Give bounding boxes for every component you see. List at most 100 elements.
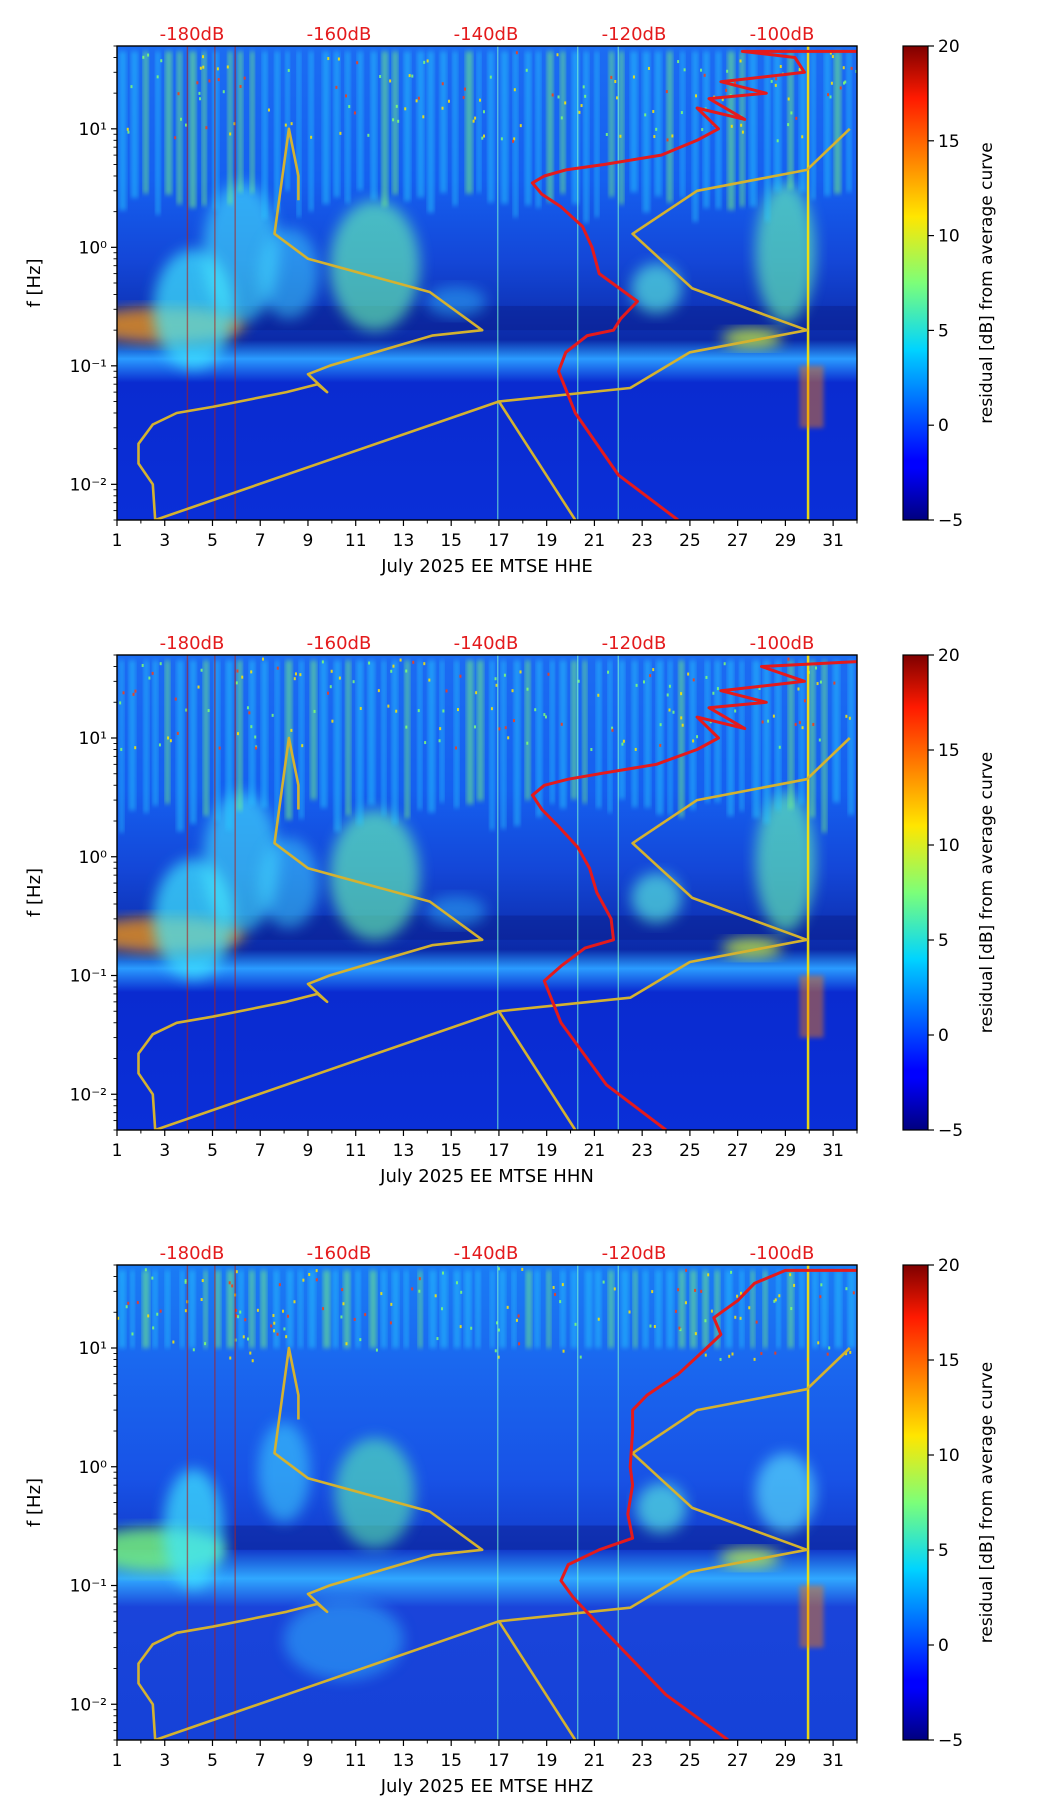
heatmap-hotspot — [392, 664, 395, 668]
heatmap-hotspot — [293, 677, 296, 681]
heatmap-hotspot — [850, 66, 853, 70]
heatmap-hotspot — [700, 1289, 703, 1293]
heatmap-hotspot — [185, 708, 188, 712]
heatmap-streak — [582, 660, 587, 804]
y-tick-label: 10⁻¹ — [70, 357, 107, 377]
heatmap-streak — [404, 660, 410, 819]
heatmap-hotspot — [441, 82, 444, 86]
heatmap-hotspot — [408, 74, 411, 78]
heatmap-streak — [323, 1270, 331, 1349]
heatmap-streak — [212, 51, 219, 210]
heatmap-streak — [570, 1270, 578, 1349]
heatmap-streak — [490, 1270, 495, 1349]
heatmap-streak — [225, 660, 233, 831]
heatmap-hotspot — [243, 76, 246, 80]
heatmap-hotspot — [284, 123, 287, 127]
heatmap-hotspot — [521, 1267, 524, 1271]
heatmap-hotspot — [348, 105, 351, 109]
heatmap-hotspot — [132, 692, 135, 696]
heatmap-hotspot — [434, 1294, 437, 1298]
heatmap-hotspot — [740, 1291, 743, 1295]
heatmap-hotspot — [739, 59, 742, 63]
heatmap-hotspot — [353, 1317, 356, 1321]
heatmap-streak — [381, 660, 387, 817]
heatmap-streak — [848, 1270, 855, 1349]
heatmap-hotspot — [790, 111, 793, 115]
heatmap-hotspot — [512, 719, 515, 723]
heatmap-hotspot — [167, 736, 170, 740]
heatmap-hotspot — [605, 133, 608, 137]
colorbar-tick-label: 10 — [938, 1446, 960, 1466]
heatmap-streak — [633, 1270, 638, 1349]
heatmap-streak — [821, 1270, 828, 1349]
heatmap-hotspot — [282, 1309, 285, 1313]
heatmap-hotspot — [117, 1316, 120, 1320]
x-tick-label: 1 — [112, 531, 123, 551]
heatmap-hotspot — [216, 67, 219, 71]
x-tick-label: 23 — [631, 531, 653, 551]
heatmap-hotspot — [204, 1342, 207, 1346]
heatmap-streak — [788, 660, 794, 810]
heatmap-hotspot — [267, 108, 270, 112]
heatmap-hotspot — [169, 739, 172, 743]
heatmap-hotspot — [174, 136, 177, 140]
x-tick-label: 25 — [679, 531, 701, 551]
heatmap-streak — [227, 51, 233, 205]
heatmap-streak — [285, 51, 290, 191]
heatmap-hotspot — [177, 92, 180, 96]
heatmap-streak — [846, 51, 852, 192]
heatmap-hotspot — [192, 1348, 195, 1352]
heatmap-streak — [131, 51, 138, 198]
heatmap-hotspot — [474, 116, 477, 120]
x-tick-label: 9 — [303, 1751, 314, 1771]
x-tick-label: 1 — [112, 1141, 123, 1161]
colorbar-tick-label: 15 — [938, 741, 960, 761]
colorbar-tick-label: 20 — [938, 37, 960, 57]
heatmap-streak — [618, 660, 625, 800]
x-tick-label: 29 — [775, 1751, 797, 1771]
heatmap-hotspot — [479, 98, 482, 102]
heatmap-streak — [595, 1270, 602, 1349]
heatmap-hotspot — [405, 669, 408, 673]
heatmap-energy-blob — [258, 1422, 311, 1523]
heatmap-hotspot — [290, 728, 293, 732]
heatmap-hotspot — [801, 726, 804, 730]
heatmap-streak — [333, 51, 340, 198]
heatmap-hotspot — [741, 130, 744, 134]
y-tick-label: 10¹ — [79, 729, 107, 749]
heatmap-energy-blob — [329, 200, 420, 331]
heatmap-hotspot — [229, 1356, 232, 1360]
heatmap-hotspot — [577, 679, 580, 683]
heatmap-hotspot — [517, 1314, 520, 1318]
heatmap-streak — [262, 51, 268, 219]
heatmap-streak — [704, 660, 710, 803]
colorbar-tick-label: 20 — [938, 1256, 960, 1276]
heatmap-hotspot — [666, 693, 669, 697]
heatmap-streak — [418, 1270, 423, 1349]
heatmap-hotspot — [313, 709, 316, 713]
heatmap-hotspot — [830, 81, 833, 85]
heatmap-hotspot — [442, 709, 445, 713]
heatmap-hotspot — [176, 731, 179, 735]
heatmap-streak — [642, 1270, 649, 1349]
x-tick-label: 27 — [727, 1141, 749, 1161]
heatmap-streak — [190, 660, 197, 824]
x-tick-label: 19 — [536, 1751, 558, 1771]
noise-curve-series-3 — [530, 49, 857, 520]
heatmap-hotspot — [287, 68, 290, 72]
heatmap-hotspot — [147, 1314, 150, 1318]
y-tick-label: 10⁻² — [70, 1695, 107, 1715]
heatmap-hotspot — [294, 672, 297, 676]
colorbar: −5 0 5 10 15 20 residual [dB] from average cur… — [902, 646, 997, 1141]
heatmap-energy-blob — [258, 838, 319, 929]
heatmap-streak — [596, 660, 602, 809]
heatmap-hotspot — [262, 657, 265, 661]
heatmap-hotspot — [574, 1322, 577, 1326]
noise-curve-series-3 — [559, 1268, 857, 1740]
heatmap-hotspot — [845, 1352, 848, 1356]
heatmap-hotspot — [389, 79, 392, 83]
heatmap-hotspot — [500, 137, 503, 141]
colorbar-label: residual [dB] from average curve — [977, 752, 997, 1033]
heatmap-hotspot — [411, 74, 414, 78]
heatmap-hotspot — [795, 116, 798, 120]
